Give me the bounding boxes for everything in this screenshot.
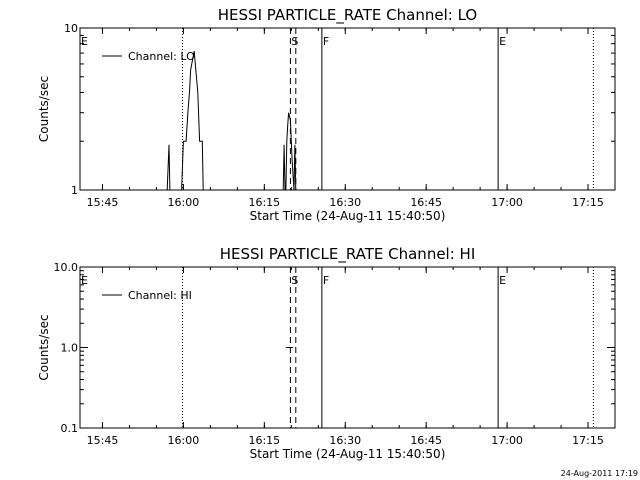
flag-label: E xyxy=(81,274,88,287)
x-tick-label: 17:00 xyxy=(491,196,523,209)
x-tick-label: 15:45 xyxy=(87,196,119,209)
y-tick-label: 10.0 xyxy=(54,261,79,274)
chart-panel-lo: HESSI PARTICLE_RATE Channel: LO 15:45 16:0… xyxy=(37,6,616,223)
chart-panel-hi: HESSI PARTICLE_RATE Channel: HI 15:45 16:0… xyxy=(37,245,616,461)
x-tick-label: 17:15 xyxy=(572,434,604,447)
x-tick-label: 16:15 xyxy=(248,434,280,447)
legend-entry: Channel: HI xyxy=(128,289,192,302)
y-tick-label: 10 xyxy=(64,22,78,35)
flag-label: F xyxy=(323,274,329,287)
x-tick-label: 16:00 xyxy=(168,434,200,447)
legend-entry: Channel: LO xyxy=(128,50,195,63)
flag-label: E xyxy=(499,35,506,48)
y-axis-label: Counts/sec xyxy=(37,76,51,142)
x-tick-label: 17:00 xyxy=(491,434,523,447)
y-tick-label: 0.1 xyxy=(61,422,79,435)
series-line xyxy=(164,51,297,191)
x-tick-label: 16:45 xyxy=(410,196,442,209)
flag-label: S xyxy=(291,35,298,48)
flag-label: E xyxy=(499,274,506,287)
x-tick-label: 17:15 xyxy=(572,196,604,209)
plot-frame xyxy=(79,27,616,191)
x-axis-label: Start Time (24-Aug-11 15:40:50) xyxy=(250,447,446,461)
x-tick-label: 16:45 xyxy=(410,434,442,447)
flag-label: S xyxy=(291,274,298,287)
x-tick-label: 15:45 xyxy=(87,434,119,447)
x-tick-label: 16:30 xyxy=(329,434,361,447)
flag-label: E xyxy=(81,35,88,48)
y-tick-label: 1 xyxy=(71,184,78,197)
footer-timestamp: 24-Aug-2011 17:19 xyxy=(561,469,638,478)
chart-title: HESSI PARTICLE_RATE Channel: LO xyxy=(218,6,477,25)
x-axis-label: Start Time (24-Aug-11 15:40:50) xyxy=(250,209,446,223)
y-tick-label: 1.0 xyxy=(61,342,79,355)
x-tick-label: 16:15 xyxy=(248,196,280,209)
y-axis-label: Counts/sec xyxy=(37,314,51,380)
x-tick-label: 16:00 xyxy=(168,196,200,209)
flag-label: F xyxy=(323,35,329,48)
chart-title: HESSI PARTICLE_RATE Channel: HI xyxy=(220,245,476,264)
x-tick-label: 16:30 xyxy=(329,196,361,209)
